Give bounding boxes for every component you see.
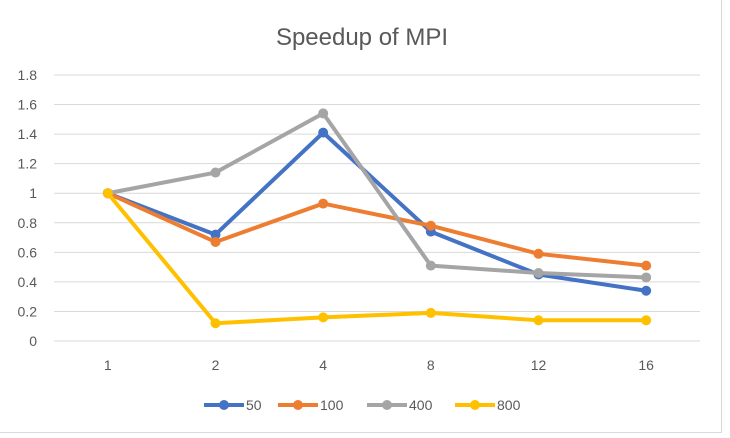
data-point bbox=[318, 127, 329, 138]
data-point bbox=[318, 108, 329, 119]
data-point bbox=[102, 188, 113, 199]
data-point bbox=[210, 167, 221, 178]
series-line bbox=[105, 111, 649, 280]
chart-frame bbox=[0, 0, 722, 433]
legend-label: 50 bbox=[246, 397, 262, 413]
data-point bbox=[641, 315, 652, 326]
series-line bbox=[105, 191, 649, 268]
data-point bbox=[210, 229, 221, 240]
x-tick-label: 12 bbox=[531, 357, 547, 373]
legend: 50 100 400 800 bbox=[204, 397, 521, 413]
x-axis-ticks: 1 2 4 8 12 16 bbox=[104, 357, 654, 373]
x-tick-label: 16 bbox=[638, 357, 654, 373]
data-point bbox=[641, 285, 652, 296]
data-point bbox=[425, 260, 436, 271]
legend-label: 400 bbox=[409, 397, 433, 413]
data-point bbox=[533, 315, 544, 326]
data-point bbox=[425, 220, 436, 231]
data-point bbox=[641, 272, 652, 283]
gridlines bbox=[54, 74, 700, 342]
y-axis-ticks: 0 0.2 0.4 0.6 0.8 1 1.2 1.4 1.6 1.8 bbox=[18, 67, 38, 349]
legend-item: 50 bbox=[204, 397, 262, 413]
x-tick-label: 8 bbox=[427, 357, 435, 373]
series-50 bbox=[102, 127, 652, 296]
y-tick-label: 0 bbox=[29, 333, 37, 349]
y-tick-label: 0.2 bbox=[18, 303, 38, 319]
data-point bbox=[641, 260, 652, 271]
legend-swatch-marker bbox=[219, 400, 229, 410]
legend-swatch-marker bbox=[293, 400, 303, 410]
series-line bbox=[105, 191, 649, 326]
data-point bbox=[210, 318, 221, 329]
data-point bbox=[533, 248, 544, 259]
y-tick-label: 1.8 bbox=[18, 67, 38, 83]
legend-swatch-marker bbox=[382, 400, 392, 410]
y-tick-label: 1.6 bbox=[18, 97, 38, 113]
y-tick-label: 0.6 bbox=[18, 244, 38, 260]
series-line bbox=[105, 130, 649, 293]
data-point bbox=[425, 307, 436, 318]
legend-item: 800 bbox=[455, 397, 521, 413]
data-point bbox=[318, 312, 329, 323]
x-tick-label: 4 bbox=[319, 357, 327, 373]
y-tick-label: 1.4 bbox=[18, 126, 38, 142]
chart-title: Speedup of MPI bbox=[276, 24, 448, 51]
data-point bbox=[533, 268, 544, 279]
y-tick-label: 1.2 bbox=[18, 156, 38, 172]
x-tick-label: 2 bbox=[212, 357, 220, 373]
legend-label: 100 bbox=[320, 397, 344, 413]
legend-swatch-marker bbox=[470, 400, 480, 410]
y-tick-label: 1 bbox=[29, 185, 37, 201]
series-layer bbox=[102, 108, 652, 329]
x-tick-label: 1 bbox=[104, 357, 112, 373]
legend-label: 800 bbox=[497, 397, 521, 413]
data-point bbox=[318, 198, 329, 209]
series-800 bbox=[102, 188, 652, 329]
legend-item: 100 bbox=[278, 397, 344, 413]
series-100 bbox=[102, 188, 652, 271]
y-tick-label: 0.8 bbox=[18, 215, 38, 231]
y-tick-label: 0.4 bbox=[18, 274, 38, 290]
legend-item: 400 bbox=[367, 397, 433, 413]
data-point bbox=[210, 236, 221, 247]
